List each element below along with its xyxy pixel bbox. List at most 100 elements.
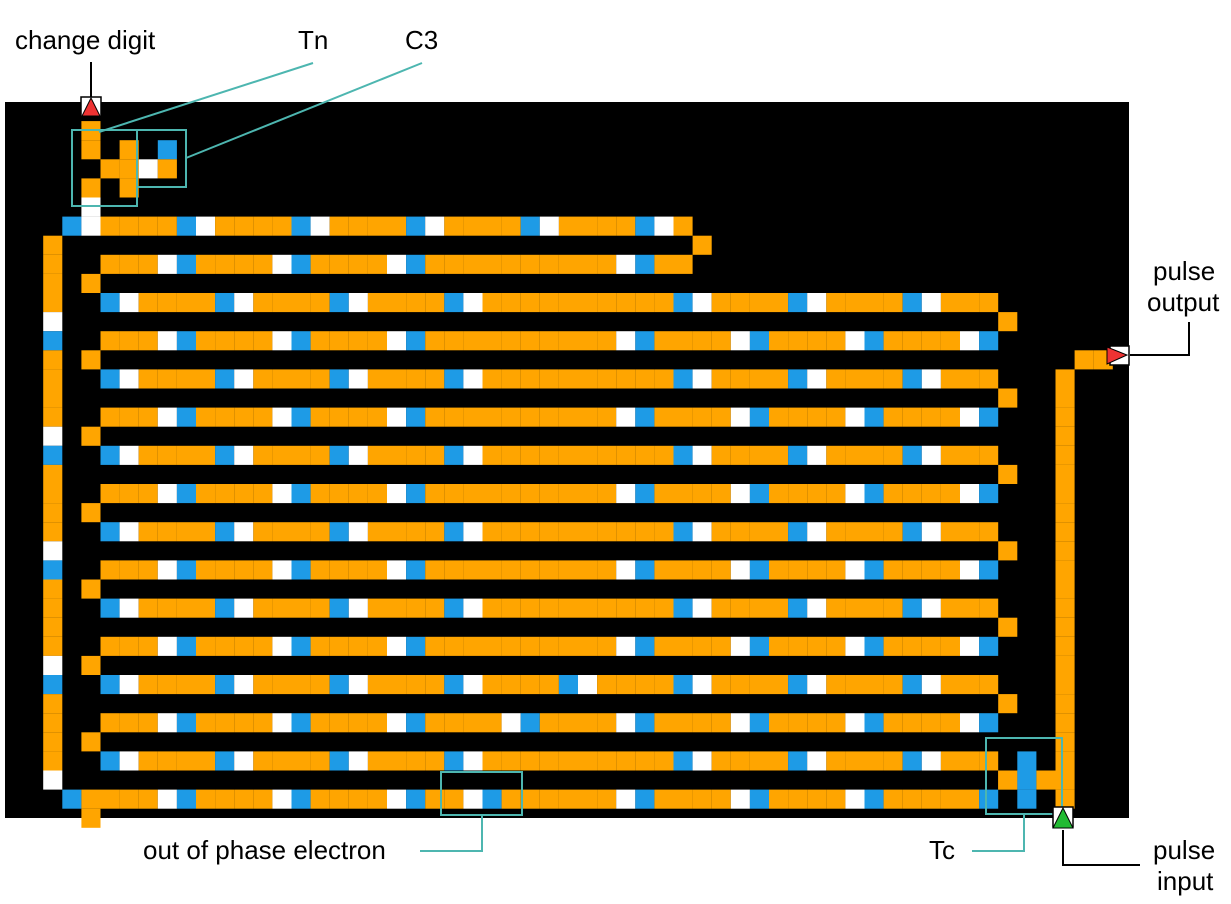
electron-head-cell xyxy=(444,445,464,465)
conductor-cell xyxy=(1055,369,1075,389)
conductor-cell xyxy=(501,789,521,809)
conductor-cell xyxy=(234,407,254,427)
conductor-cell xyxy=(501,407,521,427)
conductor-cell xyxy=(482,445,502,465)
conductor-cell xyxy=(673,484,693,504)
pulse-output-arrow xyxy=(1106,346,1129,365)
conductor-cell xyxy=(864,445,884,465)
electron-head-cell xyxy=(788,522,808,542)
conductor-cell xyxy=(138,445,158,465)
electron-tail-cell xyxy=(119,675,139,695)
conductor-cell xyxy=(558,789,578,809)
conductor-cell xyxy=(253,484,273,504)
electron-tail-cell xyxy=(234,522,254,542)
conductor-cell xyxy=(788,484,808,504)
conductor-cell xyxy=(940,636,960,656)
conductor-cell xyxy=(444,713,464,733)
electron-head-cell xyxy=(215,369,235,389)
electron-tail-cell xyxy=(730,636,750,656)
electron-head-cell xyxy=(673,445,693,465)
electron-tail-cell xyxy=(845,484,865,504)
conductor-cell xyxy=(711,560,731,580)
electron-head-cell xyxy=(406,331,426,351)
conductor-cell xyxy=(921,713,941,733)
conductor-cell xyxy=(234,254,254,274)
conductor-cell xyxy=(597,675,617,695)
conductor-cell xyxy=(176,675,196,695)
conductor-cell xyxy=(501,369,521,389)
pulse-input-port xyxy=(1052,806,1074,829)
conductor-cell xyxy=(272,522,292,542)
conductor-cell xyxy=(215,407,235,427)
conductor-cell xyxy=(482,407,502,427)
conductor-cell xyxy=(807,636,827,656)
conductor-cell xyxy=(253,675,273,695)
conductor-cell xyxy=(425,407,445,427)
conductor-cell xyxy=(558,369,578,389)
electron-head-cell xyxy=(291,254,311,274)
conductor-cell xyxy=(539,675,559,695)
conductor-cell xyxy=(597,789,617,809)
conductor-cell xyxy=(215,331,235,351)
conductor-cell xyxy=(444,407,464,427)
conductor-cell xyxy=(578,522,598,542)
out-of-phase-leader xyxy=(420,815,483,852)
conductor-cell xyxy=(501,216,521,236)
conductor-cell xyxy=(788,636,808,656)
electron-head-cell xyxy=(635,713,655,733)
electron-tail-cell xyxy=(157,560,177,580)
conductor-cell xyxy=(425,484,445,504)
change-digit-label: change digit xyxy=(15,25,156,55)
electron-tail-cell xyxy=(578,675,598,695)
pulse-input-label-line1: pulse xyxy=(1153,835,1215,865)
electron-tail-cell xyxy=(196,216,216,236)
conductor-cell xyxy=(100,159,120,179)
conductor-cell xyxy=(558,216,578,236)
conductor-cell xyxy=(749,369,769,389)
conductor-cell xyxy=(348,254,368,274)
conductor-cell xyxy=(291,751,311,771)
conductor-cell xyxy=(1055,464,1075,484)
conductor-cell xyxy=(367,560,387,580)
conductor-cell xyxy=(635,445,655,465)
conductor-cell xyxy=(387,216,407,236)
conductor-cell xyxy=(291,522,311,542)
conductor-cell xyxy=(138,216,158,236)
electron-head-cell xyxy=(43,560,63,580)
electron-tail-cell xyxy=(845,789,865,809)
conductor-cell xyxy=(558,293,578,313)
electron-tail-cell xyxy=(845,331,865,351)
conductor-cell xyxy=(960,293,980,313)
conductor-cell xyxy=(616,675,636,695)
conductor-cell xyxy=(310,636,330,656)
conductor-cell xyxy=(406,675,426,695)
electron-head-cell xyxy=(482,789,502,809)
conductor-cell xyxy=(826,636,846,656)
electron-head-cell xyxy=(788,675,808,695)
tc-box xyxy=(985,737,1063,815)
electron-tail-cell xyxy=(807,369,827,389)
conductor-cell xyxy=(769,331,789,351)
electron-head-cell xyxy=(979,789,999,809)
electron-head-cell xyxy=(100,751,120,771)
conductor-cell xyxy=(425,522,445,542)
conductor-cell xyxy=(711,484,731,504)
conductor-cell xyxy=(578,598,598,618)
conductor-cell xyxy=(43,388,63,408)
conductor-cell xyxy=(578,369,598,389)
conductor-cell xyxy=(119,713,139,733)
conductor-cell xyxy=(367,636,387,656)
conductor-cell xyxy=(119,254,139,274)
conductor-cell xyxy=(1055,732,1075,752)
conductor-cell xyxy=(769,293,789,313)
conductor-cell xyxy=(406,522,426,542)
electron-tail-cell xyxy=(616,407,636,427)
conductor-cell xyxy=(406,369,426,389)
electron-head-cell xyxy=(749,636,769,656)
conductor-cell xyxy=(864,293,884,313)
conductor-cell xyxy=(196,331,216,351)
electron-tail-cell xyxy=(348,445,368,465)
conductor-cell xyxy=(157,293,177,313)
electron-tail-cell xyxy=(157,331,177,351)
conductor-cell xyxy=(616,369,636,389)
